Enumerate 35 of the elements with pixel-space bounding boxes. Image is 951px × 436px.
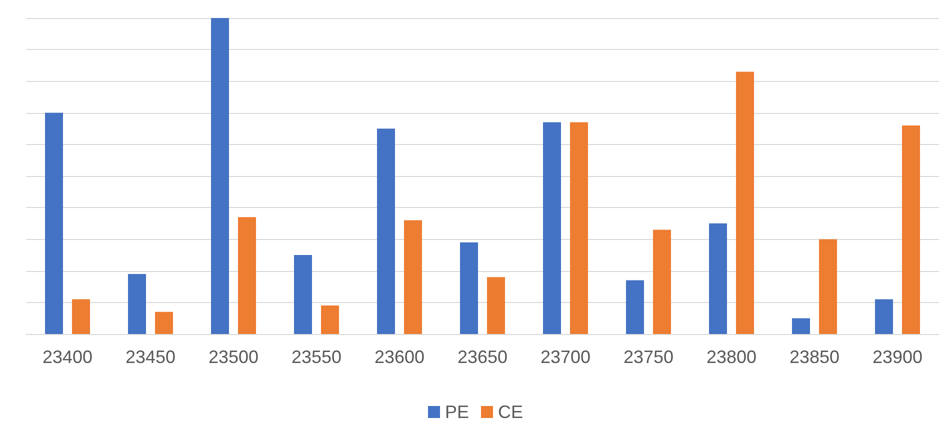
bar (45, 112, 63, 334)
bar (736, 72, 754, 334)
bar (460, 242, 478, 334)
x-tick-label: 23450 (125, 347, 176, 367)
x-tick-label: 23500 (208, 347, 259, 367)
bar (155, 312, 173, 334)
x-tick-label: 23750 (623, 347, 674, 367)
x-tick-label: 23550 (291, 347, 342, 367)
bar (321, 306, 339, 334)
bar (487, 277, 505, 334)
bar (238, 217, 256, 334)
bar (211, 18, 229, 334)
bar (626, 280, 644, 334)
x-tick-label: 23600 (374, 347, 425, 367)
legend-label: PE (444, 402, 470, 422)
bar (128, 274, 146, 334)
bar (377, 128, 395, 334)
legend-label: CE (498, 402, 524, 422)
bar (72, 299, 90, 334)
x-tick-label: 23700 (540, 347, 591, 367)
bar (902, 125, 920, 334)
x-tick-label: 23800 (706, 347, 757, 367)
x-tick-label: 23650 (457, 347, 508, 367)
bar (653, 230, 671, 334)
bar (404, 220, 422, 334)
bar (819, 239, 837, 334)
bar (543, 122, 561, 334)
bar (709, 223, 727, 334)
bar (294, 255, 312, 334)
bar (570, 122, 588, 334)
x-tick-label: 23400 (42, 347, 93, 367)
bar (792, 318, 810, 334)
x-tick-label: 23900 (872, 347, 923, 367)
x-tick-label: 23850 (789, 347, 840, 367)
bar (875, 299, 893, 334)
